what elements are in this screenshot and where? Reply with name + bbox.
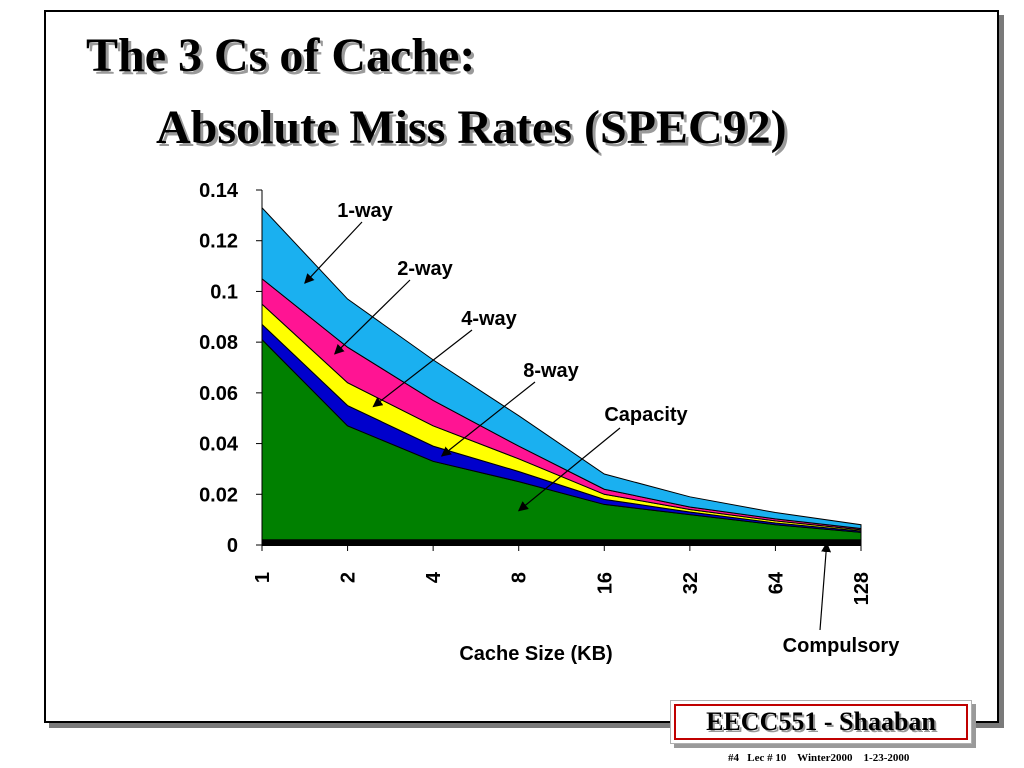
x-tick-label: 16 <box>594 572 616 594</box>
slide-title-line2: Absolute Miss Rates (SPEC92) <box>156 101 787 154</box>
annotation-arrow-capacity <box>517 427 621 512</box>
annotation-label-2-way: 2-way <box>397 258 453 280</box>
x-tick-label: 8 <box>509 572 531 583</box>
y-tick-label: 0.08 <box>199 332 238 354</box>
footer-badge: EECC551 - Shaaban <box>670 700 972 744</box>
slide-title-line1: The 3 Cs of Cache: <box>86 29 476 82</box>
annotation-arrow-compulsory <box>819 542 832 631</box>
annotation-label-4-way: 4-way <box>461 308 517 330</box>
chart-axes <box>256 189 862 551</box>
x-tick-label: 2 <box>338 572 360 583</box>
y-tick-label: 0.04 <box>199 434 239 456</box>
x-tick-label: 32 <box>680 572 702 594</box>
y-tick-label: 0.02 <box>199 484 238 506</box>
y-tick-label: 0.06 <box>199 383 238 405</box>
y-tick-labels: 0 0.02 0.04 0.06 0.08 0.1 0.12 0.14 <box>199 180 239 557</box>
y-tick-label: 0.12 <box>199 231 238 253</box>
annotation-arrow-4-way <box>372 329 473 408</box>
y-tick-label: 0.14 <box>199 180 239 202</box>
x-tick-label: 1 <box>252 572 274 583</box>
annotation-arrow-2-way <box>334 279 411 355</box>
annotation-arrow-8-way <box>440 381 536 457</box>
footer-note: #4 Lec # 10 Winter2000 1-23-2000 <box>728 752 910 764</box>
x-axis-title: Cache Size (KB) <box>459 643 612 665</box>
x-tick-labels: 1 2 4 8 16 32 64 128 <box>252 571 873 605</box>
annotation-arrow-1-way <box>304 221 363 284</box>
x-tick-label: 128 <box>851 572 873 605</box>
annotation-label-compulsory: Compulsory <box>783 635 901 657</box>
series-annotations: 1-way 2-way 4-way 8-way Capacity Compulsory <box>304 200 901 657</box>
y-tick-label: 0 <box>227 535 238 557</box>
y-tick-label: 0.1 <box>210 281 238 303</box>
annotation-label-8-way: 8-way <box>523 360 579 382</box>
annotation-label-1-way: 1-way <box>337 200 393 222</box>
slide-frame <box>44 10 999 723</box>
area-layers <box>261 206 862 546</box>
footer-label: EECC551 - Shaaban <box>674 704 968 740</box>
x-tick-label: 64 <box>765 571 787 594</box>
x-tick-label: 4 <box>423 571 445 583</box>
annotation-label-capacity: Capacity <box>604 404 688 426</box>
